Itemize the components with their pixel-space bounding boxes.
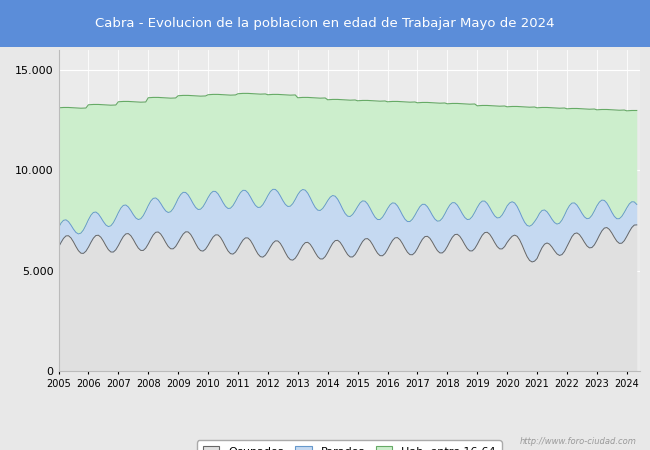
Legend: Ocupados, Parados, Hab. entre 16-64: Ocupados, Parados, Hab. entre 16-64 <box>197 441 502 450</box>
Text: http://www.foro-ciudad.com: http://www.foro-ciudad.com <box>520 436 637 446</box>
Text: Cabra - Evolucion de la poblacion en edad de Trabajar Mayo de 2024: Cabra - Evolucion de la poblacion en eda… <box>96 17 554 30</box>
